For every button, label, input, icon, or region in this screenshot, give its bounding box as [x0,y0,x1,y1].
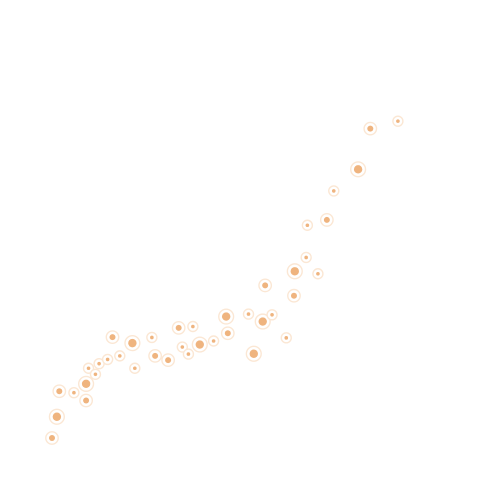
data-point-marker [262,282,269,289]
data-point [280,332,292,344]
data-point-marker [290,267,299,276]
data-point [89,368,102,380]
data-point [124,335,141,352]
data-point [45,431,59,445]
data-point [363,121,378,136]
data-point-marker [133,366,137,371]
data-point-marker [83,397,90,404]
data-point-marker [353,165,363,174]
data-point [220,326,235,341]
data-point-marker [86,366,91,371]
data-point-marker [93,372,98,377]
data-point [187,320,199,333]
data-point [350,161,367,178]
data-point [312,268,324,280]
data-point-marker [128,338,137,348]
data-point-marker [109,334,116,341]
data-point-marker [246,312,251,316]
data-point [182,348,195,360]
data-point-marker [305,223,310,228]
data-point-marker [175,324,182,331]
data-point [101,353,114,366]
data-point-marker [49,435,55,441]
data-point [319,213,334,227]
data-point [161,353,176,368]
data-point [245,345,262,362]
data-point-marker [258,317,267,326]
data-point [148,348,163,363]
data-point [328,185,340,197]
data-point-marker [56,388,63,395]
data-point-marker [186,352,191,356]
data-point [258,278,273,293]
data-point-marker [211,339,216,343]
data-point-marker [224,330,231,337]
data-point [300,251,312,264]
data-point-marker [290,292,297,299]
data-point [392,115,404,127]
data-point-marker [81,379,91,389]
data-point [266,309,278,321]
data-point-marker [52,412,62,421]
data-point-marker [249,349,258,358]
data-point-marker [195,340,204,349]
data-point [191,336,208,353]
data-point-marker [165,357,172,364]
data-point [78,375,95,392]
data-point-marker [367,125,374,132]
data-point-marker [97,361,101,366]
data-point [287,288,301,303]
data-point [301,219,314,231]
data-point-marker [304,255,308,260]
data-point [286,263,303,280]
data-point [218,308,235,325]
data-point-marker [270,313,274,317]
data-point-marker [150,335,154,340]
data-point [52,384,67,399]
data-point [48,408,65,425]
data-point [146,331,158,344]
data-point [171,321,186,335]
data-point [79,393,94,408]
data-point-marker [191,324,195,329]
data-point [105,330,120,345]
data-point-marker [180,345,185,349]
data-point-marker [118,354,122,358]
data-point-marker [284,336,289,340]
data-points-layer [45,115,404,445]
data-point-marker [152,352,159,359]
data-point-marker [323,216,330,223]
data-point [68,386,80,399]
data-point [254,313,271,330]
data-point-marker [72,390,76,395]
data-point [242,308,255,320]
data-point-marker [331,189,336,193]
data-point [207,335,220,347]
data-point [129,362,141,374]
data-point-marker [221,312,231,321]
data-point-marker [316,271,320,276]
data-point-marker [105,357,110,362]
data-point [114,350,126,362]
data-point-marker [396,119,400,123]
data-point [176,341,189,353]
data-point [93,357,105,370]
